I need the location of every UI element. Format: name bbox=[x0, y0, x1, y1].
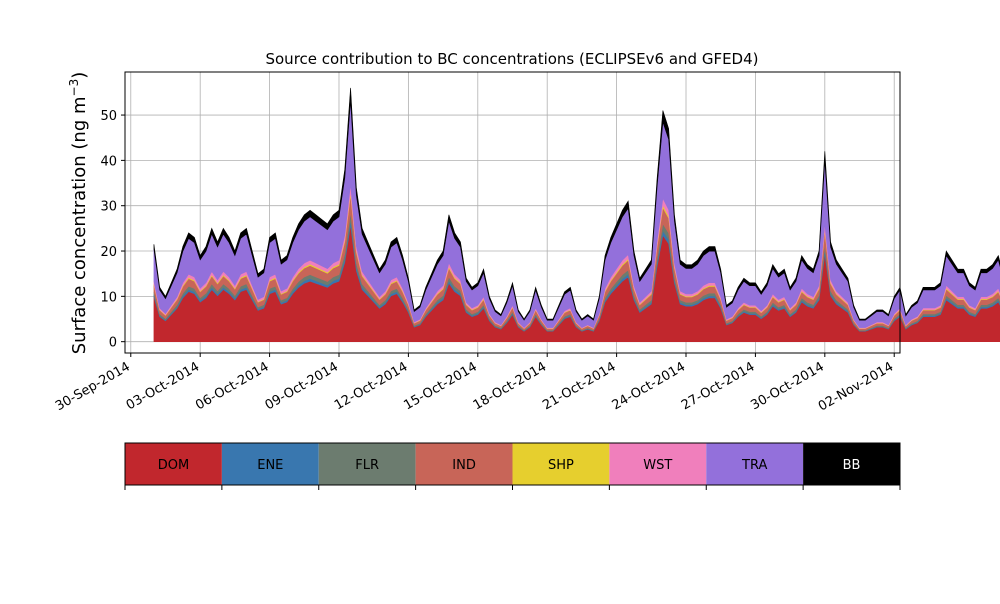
legend-swatch-flr bbox=[318, 443, 416, 485]
area-bb bbox=[153, 87, 1000, 321]
legend-swatch-shp bbox=[512, 443, 610, 485]
x-tick-label: 06-Oct-2014 bbox=[193, 359, 271, 413]
x-tick-label: 30-Oct-2014 bbox=[748, 359, 826, 413]
y-axis-label-tail: ) bbox=[69, 72, 90, 79]
x-tick-label: 24-Oct-2014 bbox=[610, 359, 688, 413]
legend-label-flr: FLR bbox=[355, 458, 379, 473]
legend-swatch-wst bbox=[609, 443, 707, 485]
legend-swatch-ind bbox=[415, 443, 513, 485]
legend-label-bb: BB bbox=[843, 458, 861, 473]
y-axis-label: Surface concentration (ng m−3) bbox=[67, 72, 90, 355]
x-tick-label: 27-Oct-2014 bbox=[679, 359, 757, 413]
chart-title: Source contribution to BC concentrations… bbox=[265, 50, 758, 68]
legend-label-ind: IND bbox=[452, 458, 476, 473]
legend-label-tra: TRA bbox=[741, 458, 767, 473]
x-tick-label: 30-Sep-2014 bbox=[53, 359, 133, 414]
x-tick-label: 18-Oct-2014 bbox=[471, 359, 549, 413]
x-tick-label: 09-Oct-2014 bbox=[263, 359, 341, 413]
legend-label-wst: WST bbox=[643, 458, 672, 473]
legend-label-ene: ENE bbox=[257, 458, 283, 473]
y-axis: 0 10 20 30 40 50 bbox=[100, 109, 125, 351]
legend-label-shp: SHP bbox=[548, 458, 574, 473]
y-tick-label: 20 bbox=[100, 245, 117, 260]
legend-colorbar: DOM ENE FLR IND SHP WST TRA BB bbox=[124, 442, 901, 490]
y-tick-label: 30 bbox=[100, 200, 117, 215]
y-axis-label-exponent: −3 bbox=[67, 79, 81, 97]
y-tick-label: 0 bbox=[109, 336, 117, 351]
y-tick-label: 10 bbox=[100, 290, 117, 305]
legend-swatch-ene bbox=[221, 443, 319, 485]
x-tick-label: 15-Oct-2014 bbox=[401, 359, 479, 413]
legend-swatch-dom bbox=[125, 443, 222, 485]
x-axis: 30-Sep-201403-Oct-201406-Oct-201409-Oct-… bbox=[53, 353, 896, 414]
x-tick-label: 03-Oct-2014 bbox=[124, 359, 202, 413]
x-tick-label: 12-Oct-2014 bbox=[332, 359, 410, 413]
x-tick-label: 21-Oct-2014 bbox=[540, 359, 618, 413]
y-tick-label: 40 bbox=[100, 154, 117, 169]
stacked-areas bbox=[153, 87, 1000, 342]
legend-swatch-tra bbox=[706, 443, 804, 485]
legend-swatch-bb bbox=[803, 443, 900, 485]
y-axis-label-main: Surface concentration (ng m bbox=[69, 96, 90, 354]
legend-label-dom: DOM bbox=[158, 458, 189, 473]
y-tick-label: 50 bbox=[100, 109, 117, 124]
x-tick-label: 02-Nov-2014 bbox=[816, 359, 896, 414]
plot-frame bbox=[124, 71, 901, 354]
